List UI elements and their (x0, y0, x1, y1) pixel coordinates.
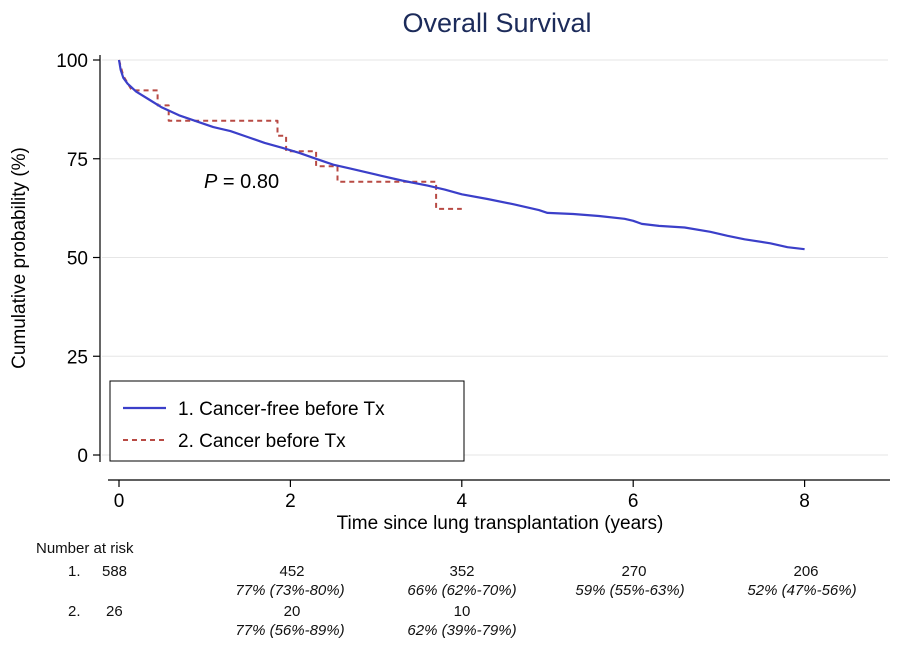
x-ticks: 0 2 4 6 8 (114, 480, 810, 512)
risk-row-1-count-6y: 270 (621, 563, 647, 580)
y-axis-label: Cumulative probability (%) (9, 147, 30, 369)
risk-row-1-count-8y: 206 (793, 563, 819, 580)
legend-label-series-1: 1. Cancer-free before Tx (178, 399, 385, 420)
risk-row-2-label: 2. (68, 603, 81, 620)
x-tick-label-2: 2 (285, 491, 296, 512)
y-tick-label-50: 50 (67, 249, 88, 270)
risk-row-1-pct-6y: 59% (55%-63%) (575, 582, 685, 599)
survival-chart: Overall Survival 100 75 50 25 0 0 2 4 6 8 Cumula… (9, 8, 890, 534)
risk-row-1-pct-2y: 77% (73%-80%) (235, 582, 345, 599)
risk-row-2-count-2y: 20 (283, 603, 301, 620)
p-label: P (204, 171, 218, 193)
series-line-1 (117, 59, 805, 251)
chart-title: Overall Survival (402, 8, 591, 38)
x-tick-label-6: 6 (628, 491, 639, 512)
risk-row-1-count-4y: 352 (449, 563, 475, 580)
p-value: = 0.80 (217, 171, 279, 193)
risk-row-2-pct-4y: 62% (39%-79%) (407, 622, 517, 639)
risk-row-1-pct-4y: 66% (62%-70%) (407, 582, 517, 599)
risk-row-1-label: 1. (68, 563, 81, 580)
x-tick-label-4: 4 (457, 491, 468, 512)
y-tick-label-0: 0 (77, 446, 88, 467)
y-tick-label-100: 100 (56, 51, 88, 72)
risk-table-heading: Number at risk (36, 540, 134, 557)
p-value-annotation: P = 0.80 (204, 171, 279, 193)
legend-label-series-2: 2. Cancer before Tx (178, 431, 346, 452)
legend: 1. Cancer-free before Tx 2. Cancer befor… (109, 380, 465, 462)
series-line-2 (118, 59, 462, 210)
series-layer (117, 59, 805, 251)
y-tick-label-75: 75 (67, 150, 88, 171)
risk-row-1-pct-8y: 52% (47%-56%) (747, 582, 857, 599)
y-tick-label-25: 25 (67, 347, 88, 368)
risk-row-1-n0: 588 (102, 563, 128, 580)
risk-row-2-count-4y: 10 (453, 603, 471, 620)
legend-box (109, 380, 465, 462)
x-axis-label: Time since lung transplantation (years) (337, 513, 664, 534)
risk-row-2-n0: 26 (106, 603, 123, 620)
x-tick-label-8: 8 (799, 491, 810, 512)
risk-row-2-pct-2y: 77% (56%-89%) (235, 622, 345, 639)
x-tick-label-0: 0 (114, 491, 125, 512)
y-ticks: 100 75 50 25 0 (56, 51, 100, 467)
risk-row-1-count-2y: 452 (279, 563, 305, 580)
